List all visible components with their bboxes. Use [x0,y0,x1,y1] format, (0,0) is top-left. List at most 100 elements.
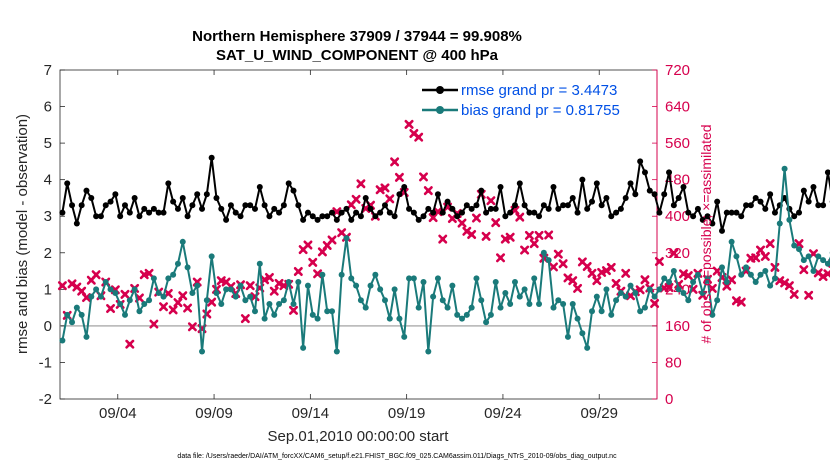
y-tick-label: 3 [44,208,52,225]
bias-point [776,220,783,227]
bias-point [223,286,230,293]
rmse-point [685,209,692,216]
y-tick-label: 2 [44,245,52,262]
bias-point [117,300,124,307]
rmse-point [174,205,181,212]
obs-marker [765,239,775,249]
rmse-point [170,198,177,205]
bias-point [170,271,177,278]
rmse-point [415,216,422,223]
bias-point [150,275,157,282]
rmse-point [247,202,254,209]
rmse-point [603,194,610,201]
y-tick-label: -2 [39,391,52,408]
rmse-point [699,216,706,223]
bias-point [613,297,620,304]
legend-rmse-marker [436,86,444,94]
bias-point [261,315,268,322]
rmse-point [69,202,76,209]
rmse-point [550,183,557,190]
bias-point [396,315,403,322]
rmse-point [526,209,533,216]
bias-point [637,308,644,315]
obs-marker [505,232,515,242]
rmse-point [406,205,413,212]
bias-point [112,289,119,296]
bias-point [126,297,133,304]
bias-point [781,165,788,172]
rmse-point [646,187,653,194]
rmse-point [738,213,745,220]
obs-marker [144,268,154,278]
obs-marker [621,268,631,278]
rmse-point [800,187,807,194]
obs-marker [548,262,558,272]
bias-point [762,268,769,275]
rmse-point [102,202,109,209]
chart-title-line1: Northern Hemisphere 37909 / 37944 = 99.9… [192,28,522,45]
rmse-point [189,202,196,209]
obs-marker [183,303,193,313]
bias-point [300,344,307,351]
legend-box [416,80,643,122]
obs-marker [414,132,424,142]
bias-point [670,268,677,275]
obs-marker [390,157,400,167]
bias-point [598,308,605,315]
rmse-point [454,213,461,220]
bias-point [338,271,345,278]
bias-point [155,289,162,296]
bias-point [271,311,278,318]
rmse-point [256,183,263,190]
obs-marker [303,240,313,250]
bias-point [276,300,283,307]
rmse-point [622,194,629,201]
rmse-point [463,202,470,209]
obs-marker [707,283,717,293]
y-tick-label: 5 [44,135,52,152]
bias-point [439,297,446,304]
obs-marker [669,248,679,258]
obs-marker [269,286,279,296]
rmse-point [88,194,95,201]
bias-point [641,304,648,311]
rmse-point [314,216,321,223]
x-tick-label: 09/04 [99,405,137,422]
bias-point [69,319,76,326]
rmse-point [824,169,830,176]
y2-tick-label: 560 [665,135,690,152]
rmse-point [343,205,350,212]
rmse-point [574,209,581,216]
rmse-point [59,209,66,216]
bias-point [449,282,456,289]
rmse-point [121,202,128,209]
y-axis-left: -2 -1 0 1 2 3 4 5 6 7 [39,62,65,408]
obs-marker [187,322,197,332]
obs-marker [491,218,501,228]
rmse-point [329,209,336,216]
bias-point [694,271,701,278]
y-tick-label: 0 [44,318,52,335]
rmse-point [309,213,316,220]
obs-marker [289,305,299,315]
rmse-point [266,213,273,220]
rmse-point [536,213,543,220]
obs-marker [640,275,650,285]
bias-point [771,275,778,282]
bias-point [251,308,258,315]
rmse-point [516,180,523,187]
rmse-point [608,213,615,220]
bias-point [333,348,340,355]
rmse-point [613,209,620,216]
bias-point [531,275,538,282]
rmse-point [767,191,774,198]
y-axis-label: rmse and bias (model - observation) [14,114,31,354]
bias-point [723,279,730,286]
bias-point [661,275,668,282]
rmse-point [227,202,234,209]
rmse-point [627,180,634,187]
bias-point [545,257,552,264]
bias-point [743,264,750,271]
bias-point [179,238,186,245]
